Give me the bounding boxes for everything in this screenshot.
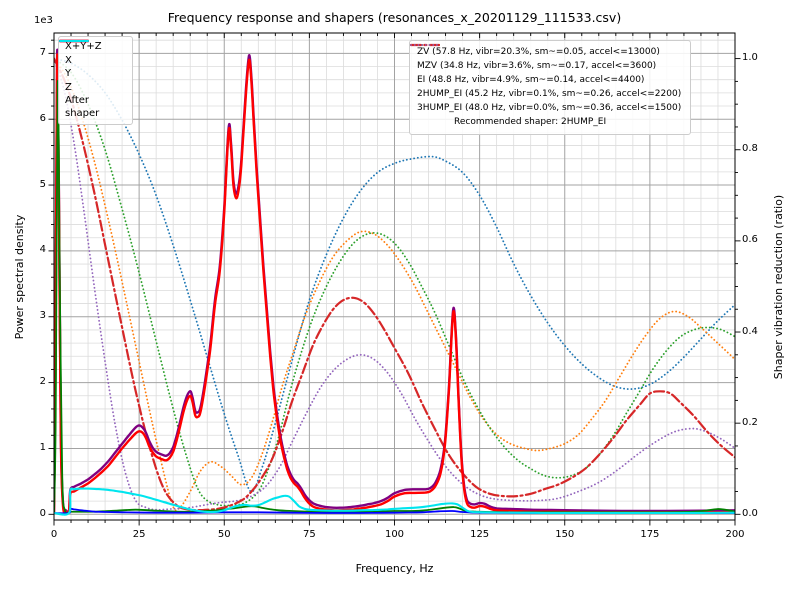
x-tick-label: 50 <box>217 529 231 540</box>
x-tick-label: 25 <box>132 529 146 540</box>
legend-psd: X+Y+Z X Y Z After shaper <box>58 36 133 125</box>
y-left-tick-label: 0 <box>39 507 46 519</box>
x-tick-label: 125 <box>470 529 490 540</box>
recommended-shaper-note: Recommended shaper: 2HUMP_EI <box>454 117 607 128</box>
y-right-tick-label: 0.8 <box>742 143 758 155</box>
y-left-tick-label: 7 <box>39 46 46 58</box>
y-left-tick-label: 6 <box>39 112 46 124</box>
y-left-tick-label: 4 <box>39 244 46 256</box>
legend-item-label: MZV (34.8 Hz, vibr=3.6%, sm~=0.17, accel… <box>417 61 657 72</box>
chart-title: Frequency response and shapers (resonanc… <box>167 10 622 25</box>
x-tick-label: 175 <box>640 529 660 540</box>
x-axis-label: Frequency, Hz <box>355 562 434 575</box>
y-left-tick-label: 2 <box>39 376 46 388</box>
x-tick-label: 150 <box>555 529 575 540</box>
x-tick-label: 200 <box>725 529 745 540</box>
legend-item-label: X <box>65 54 72 66</box>
y-left-tick-label: 3 <box>39 310 46 322</box>
legend-item-label: Y <box>65 68 72 79</box>
series-curves <box>54 48 735 516</box>
legend-line-sample <box>410 44 440 46</box>
legend-line-sample <box>59 39 89 43</box>
y-left-tick-label: 5 <box>39 178 46 190</box>
series-zv <box>54 57 735 493</box>
legend-item: Z <box>59 40 123 95</box>
legend-item: EI (48.8 Hz, vibr=4.9%, sm~=0.14, accel<… <box>410 44 681 87</box>
y-right-tick-label: 0.6 <box>742 234 758 246</box>
series-mzv <box>54 57 735 512</box>
y-right-axis-label: Shaper vibration reduction (ratio) <box>772 194 785 380</box>
legend-item: X <box>59 39 123 68</box>
legend-item: 2HUMP_EI (45.2 Hz, vibr=0.1%, sm~=0.26, … <box>410 43 682 101</box>
series-x <box>54 53 735 515</box>
legend-item: 3HUMP_EI (48.0 Hz, vibr=0.0%, sm~=0.36, … <box>410 44 682 115</box>
axis-offset-label: 1e3 <box>34 15 53 26</box>
y-right-tick-label: 0.0 <box>742 507 758 519</box>
legend-item-label: After shaper <box>65 95 100 119</box>
y-left-tick-label: 1 <box>39 441 46 453</box>
y-right-tick-label: 0.4 <box>742 325 758 337</box>
legend-item-label: 3HUMP_EI (48.0 Hz, vibr=0.0%, sm~=0.36, … <box>417 103 682 114</box>
y-right-tick-label: 1.0 <box>742 52 758 64</box>
legend-item: MZV (34.8 Hz, vibr=3.6%, sm~=0.17, accel… <box>410 44 681 73</box>
series-after-shaper <box>54 487 735 516</box>
legend-item-label: EI (48.8 Hz, vibr=4.9%, sm~=0.14, accel<… <box>417 75 645 86</box>
y-right-tick-label: 0.2 <box>742 416 758 428</box>
legend-shapers: ZV (57.8 Hz, vibr=20.3%, sm~=0.05, accel… <box>409 40 692 136</box>
x-tick-label: 0 <box>50 529 58 540</box>
x-tick-label: 75 <box>303 529 316 540</box>
legend-item-label: 2HUMP_EI (45.2 Hz, vibr=0.1%, sm~=0.26, … <box>417 89 682 100</box>
series-2hump-ei <box>54 57 735 512</box>
x-tick-label: 100 <box>384 529 405 540</box>
axes-frame <box>48 32 741 526</box>
legend-item-label: X+Y+Z <box>65 41 102 52</box>
grid <box>53 33 736 520</box>
legend-item-label: ZV (57.8 Hz, vibr=20.3%, sm~=0.05, accel… <box>417 47 660 57</box>
legend-item: After shaper <box>59 39 123 120</box>
legend-item: ZV (57.8 Hz, vibr=20.3%, sm~=0.05, accel… <box>410 44 681 59</box>
legend-item-label: Z <box>65 81 72 93</box>
legend-item: Y <box>59 40 123 81</box>
